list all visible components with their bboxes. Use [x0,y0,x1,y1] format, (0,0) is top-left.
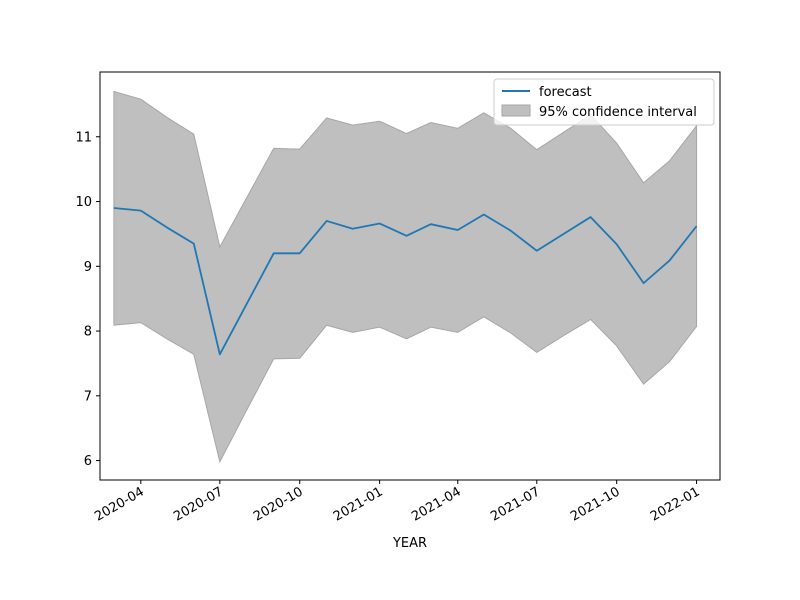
y-tick-label: 11 [75,130,92,145]
legend: forecast 95% confidence interval [493,78,715,126]
legend-ci-label: 95% confidence interval [539,105,697,120]
forecast-line [113,207,698,356]
y-axis-ticks: 6 7 8 9 10 11 [75,130,100,469]
legend-box [493,78,715,126]
confidence-band [113,90,698,464]
x-axis-title: YEAR [392,536,427,551]
y-tick-label: 9 [84,260,92,275]
plot-frame [99,71,721,481]
legend-forecast-label: forecast [539,85,592,100]
y-tick-label: 8 [84,325,92,340]
y-tick-label: 10 [75,195,92,210]
y-tick-label: 7 [84,389,92,404]
confidence-band-layer [113,90,698,464]
y-tick-label: 6 [84,454,92,469]
forecast-line-layer [113,207,698,356]
legend-ci-swatch [501,104,531,117]
